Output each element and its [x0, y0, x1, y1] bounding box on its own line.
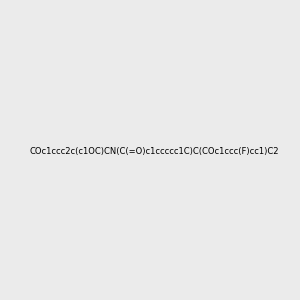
Text: COc1ccc2c(c1OC)CN(C(=O)c1ccccc1C)C(COc1ccc(F)cc1)C2: COc1ccc2c(c1OC)CN(C(=O)c1ccccc1C)C(COc1c…	[29, 147, 278, 156]
